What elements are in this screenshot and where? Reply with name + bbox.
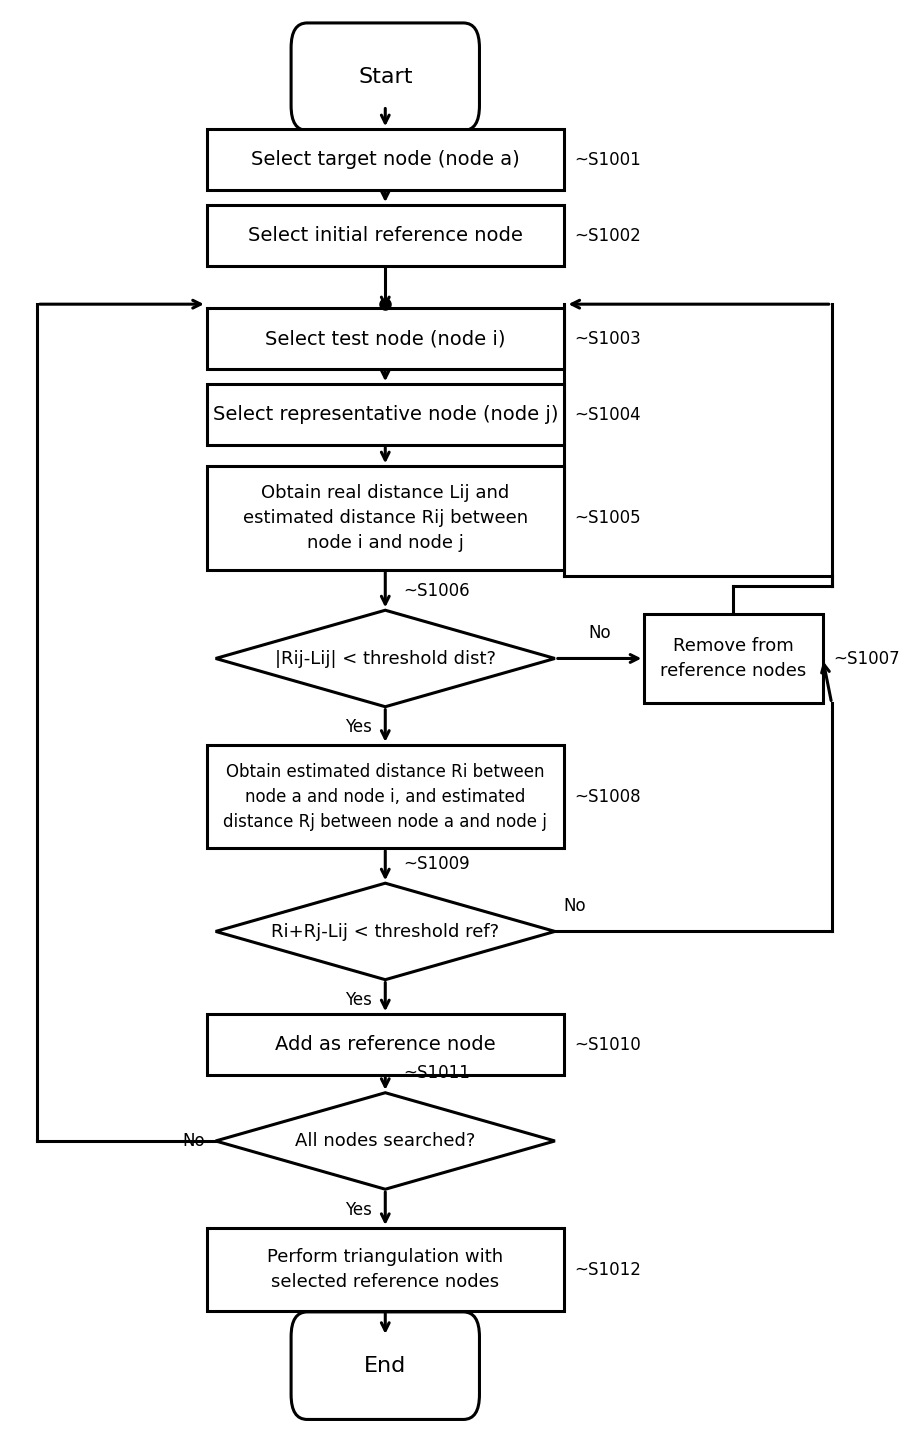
- Text: Select target node (node a): Select target node (node a): [251, 151, 520, 169]
- FancyBboxPatch shape: [291, 23, 480, 131]
- Bar: [207, 1014, 564, 1076]
- Text: ~S1008: ~S1008: [575, 787, 641, 806]
- Text: ~S1007: ~S1007: [834, 649, 900, 668]
- Text: ~S1005: ~S1005: [575, 510, 641, 527]
- Text: ~S1003: ~S1003: [575, 330, 642, 348]
- Text: Yes: Yes: [345, 718, 372, 737]
- Text: ~S1009: ~S1009: [403, 854, 470, 872]
- Text: Start: Start: [358, 67, 412, 88]
- Text: ~S1004: ~S1004: [575, 406, 641, 424]
- Text: ~S1001: ~S1001: [575, 151, 642, 169]
- Bar: [207, 467, 564, 570]
- Bar: [207, 129, 564, 190]
- Text: |Rij-Lij| < threshold dist?: |Rij-Lij| < threshold dist?: [275, 649, 495, 668]
- Text: No: No: [589, 625, 611, 642]
- Text: No: No: [182, 1132, 205, 1150]
- Text: ~S1006: ~S1006: [403, 582, 470, 599]
- Text: ~S1010: ~S1010: [575, 1035, 642, 1054]
- Text: Obtain estimated distance Ri between
node a and node i, and estimated
distance R: Obtain estimated distance Ri between nod…: [223, 763, 547, 830]
- Polygon shape: [216, 883, 555, 979]
- Text: Yes: Yes: [345, 1200, 372, 1218]
- Text: Obtain real distance Lij and
estimated distance Rij between
node i and node j: Obtain real distance Lij and estimated d…: [243, 484, 528, 553]
- Text: Ri+Rj-Lij < threshold ref?: Ri+Rj-Lij < threshold ref?: [271, 922, 499, 941]
- Text: Select initial reference node: Select initial reference node: [248, 225, 523, 246]
- Bar: [207, 309, 564, 369]
- Text: Yes: Yes: [345, 991, 372, 1010]
- Text: End: End: [364, 1356, 407, 1376]
- Text: All nodes searched?: All nodes searched?: [295, 1132, 475, 1150]
- Bar: [207, 205, 564, 266]
- Bar: [207, 385, 564, 445]
- Text: Perform triangulation with
selected reference nodes: Perform triangulation with selected refe…: [267, 1248, 504, 1291]
- Text: Select representative node (node j): Select representative node (node j): [213, 405, 558, 424]
- Polygon shape: [216, 610, 555, 707]
- Text: No: No: [564, 898, 587, 915]
- Bar: [207, 1228, 564, 1311]
- Text: Add as reference node: Add as reference node: [275, 1035, 495, 1054]
- Polygon shape: [216, 1093, 555, 1189]
- Text: Remove from
reference nodes: Remove from reference nodes: [660, 638, 806, 681]
- Text: Select test node (node i): Select test node (node i): [265, 329, 505, 349]
- Text: ~S1011: ~S1011: [403, 1064, 470, 1081]
- Bar: [644, 615, 823, 704]
- Text: ~S1012: ~S1012: [575, 1261, 642, 1278]
- FancyBboxPatch shape: [291, 1313, 480, 1419]
- Bar: [207, 745, 564, 849]
- Text: ~S1002: ~S1002: [575, 227, 642, 244]
